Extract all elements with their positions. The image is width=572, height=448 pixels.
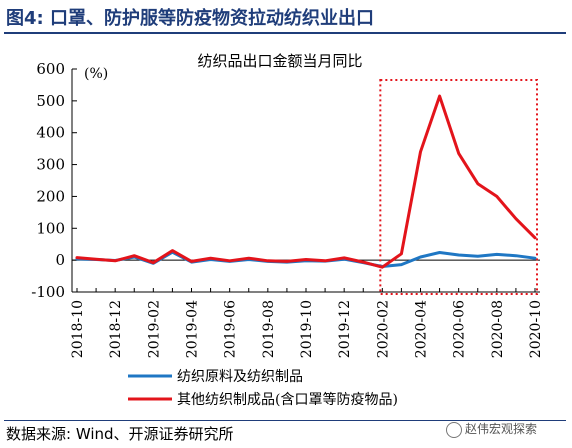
y-tick-label: 100	[36, 219, 65, 237]
x-tick-label: 2018-12	[108, 300, 124, 358]
axes: -100 0 100 200 300 400 500 600 2018-10 2018-12 201…	[31, 60, 544, 358]
x-tick-label: 2019-06	[223, 300, 239, 358]
chart: 纺织品出口金额当月同比 (%) -100 0 100 200 300 400 500 600 2…	[31, 52, 544, 408]
figure-title: 图4: 口罩、防护服等防疫物资拉动纺织业出口	[6, 8, 374, 29]
x-tick-label: 2018-10	[70, 300, 86, 358]
y-tick-label: 300	[36, 156, 65, 174]
watermark-text: 赵伟宏观探索	[465, 422, 538, 436]
x-tick-label: 2019-02	[146, 300, 162, 358]
watermark: 赵伟宏观探索	[446, 420, 537, 438]
x-tick-label: 2019-12	[337, 300, 353, 358]
y-unit-label: (%)	[84, 66, 108, 82]
y-tick-label: 400	[36, 124, 65, 142]
series-line-other-textiles	[75, 94, 537, 269]
highlight-box-group	[379, 79, 539, 295]
x-tick-label: 2019-10	[299, 300, 315, 358]
series-group	[75, 94, 537, 269]
source-note: 数据来源: Wind、开源证券研究所	[6, 425, 234, 443]
y-tick-label: 500	[36, 92, 65, 110]
legend-label: 其他纺织制成品(含口罩等防疫物品)	[177, 391, 398, 408]
legend-label: 纺织原料及纺织制品	[177, 369, 303, 385]
x-tick-label: 2020-08	[490, 300, 506, 358]
x-tick-label: 2020-02	[375, 300, 391, 358]
x-tick-label: 2019-08	[261, 300, 277, 358]
x-tick-label: 2020-04	[414, 300, 430, 358]
y-tick-label: 600	[36, 60, 65, 78]
y-tick-label: 200	[36, 187, 65, 205]
x-tick-label: 2020-06	[452, 300, 468, 358]
x-tick-label: 2020-10	[528, 300, 544, 358]
wechat-icon	[446, 421, 462, 438]
x-tick-label: 2019-04	[185, 300, 201, 358]
highlight-box	[379, 79, 539, 295]
title-rule	[4, 32, 566, 34]
chart-title: 纺织品出口金额当月同比	[197, 52, 362, 70]
y-tick-label: 0	[55, 251, 65, 269]
y-tick-label: -100	[31, 283, 65, 301]
bottom-rule	[4, 420, 566, 421]
